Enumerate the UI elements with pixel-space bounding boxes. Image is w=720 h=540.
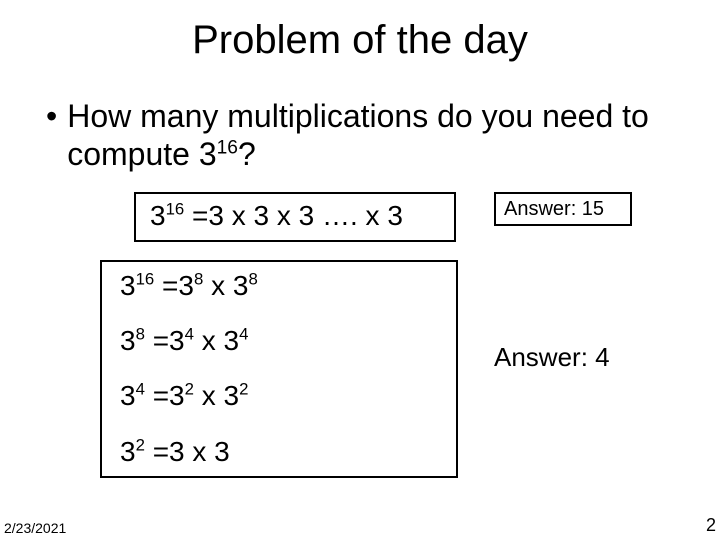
bullet-text: How many multiplications do you need to … bbox=[67, 97, 680, 174]
mid: x 3 bbox=[194, 380, 239, 411]
bullet-prefix: How many multiplications do you need to … bbox=[67, 98, 649, 172]
equation-box-2: 316 =38 x 38 38 =34 x 34 34 =32 x 32 32 … bbox=[100, 260, 458, 478]
r1-exp: 8 bbox=[194, 269, 203, 288]
content-area: 316 =3 x 3 x 3 …. x 3 Answer: 15 316 =38… bbox=[0, 192, 720, 492]
r1-exp: 4 bbox=[185, 325, 194, 344]
bullet-suffix: ? bbox=[238, 136, 256, 172]
mid: x 3 bbox=[194, 325, 239, 356]
slide-title: Problem of the day bbox=[0, 0, 720, 63]
eq1-base: 3 bbox=[150, 200, 166, 231]
eq1-rhs: =3 x 3 x 3 …. x 3 bbox=[184, 200, 403, 231]
equation-box-1: 316 =3 x 3 x 3 …. x 3 bbox=[134, 192, 456, 242]
answer-text-2: Answer: 4 bbox=[494, 342, 610, 373]
eq2-line-4: 32 =3 x 3 bbox=[120, 436, 438, 468]
r2-exp: 8 bbox=[248, 269, 257, 288]
mid: x 3 bbox=[203, 270, 248, 301]
bullet-mark: • bbox=[46, 97, 57, 135]
lhs-exp: 2 bbox=[136, 435, 145, 454]
r2-exp: 2 bbox=[239, 380, 248, 399]
lhs-base: 3 bbox=[120, 325, 136, 356]
r2-exp: 4 bbox=[239, 325, 248, 344]
lhs-base: 3 bbox=[120, 270, 136, 301]
footer-page: 2 bbox=[706, 515, 716, 536]
eq2-line-2: 38 =34 x 34 bbox=[120, 325, 438, 357]
r1-exp: 2 bbox=[185, 380, 194, 399]
bullet-list: • How many multiplications do you need t… bbox=[0, 63, 720, 174]
eq1-exp: 16 bbox=[166, 199, 185, 218]
eq: =3 bbox=[145, 380, 185, 411]
lhs-base: 3 bbox=[120, 436, 136, 467]
lhs-exp: 8 bbox=[136, 325, 145, 344]
eq: =3 bbox=[154, 270, 194, 301]
lhs-base: 3 bbox=[120, 380, 136, 411]
lhs-exp: 16 bbox=[136, 269, 155, 288]
eq: =3 bbox=[145, 325, 185, 356]
eq: =3 x 3 bbox=[145, 436, 230, 467]
eq2-line-3: 34 =32 x 32 bbox=[120, 380, 438, 412]
answer-box-1: Answer: 15 bbox=[494, 192, 632, 226]
bullet-exp: 16 bbox=[217, 138, 238, 159]
eq2-line-1: 316 =38 x 38 bbox=[120, 270, 438, 302]
bullet-item: • How many multiplications do you need t… bbox=[46, 97, 680, 174]
lhs-exp: 4 bbox=[136, 380, 145, 399]
footer-date: 2/23/2021 bbox=[4, 520, 66, 536]
